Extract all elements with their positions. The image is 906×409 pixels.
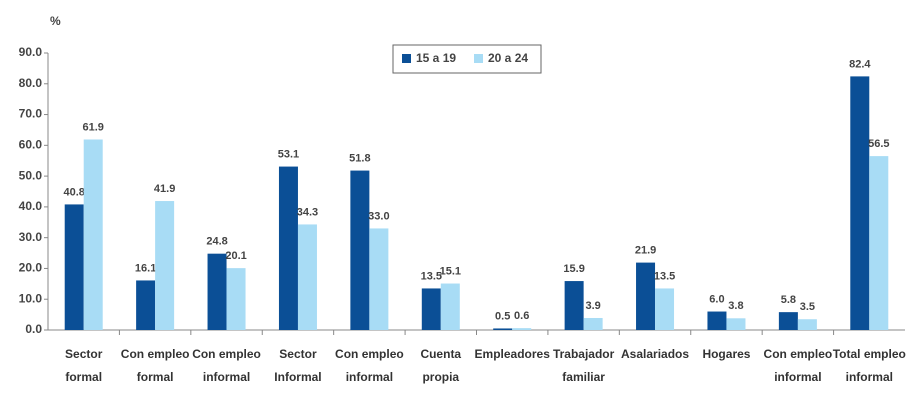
value-label: 53.1 [278,148,299,160]
value-label: 0.6 [514,310,529,322]
x-tick-label: Con empleo informal [192,347,261,384]
value-label: 15.9 [563,263,584,275]
y-tick-label: 90.0 [19,45,43,59]
bar [564,281,584,330]
y-tick-label: 80.0 [19,76,43,90]
x-tick-label: Empleadores [474,347,550,361]
x-tick-label: Trabajador familiar [552,347,615,384]
value-label: 34.3 [297,206,318,218]
legend-swatch [402,54,411,63]
value-label: 16.1 [135,262,156,274]
bar [207,253,227,330]
legend-label: 15 a 19 [416,51,456,65]
bar [350,170,370,330]
value-label: 6.0 [709,293,724,305]
legend-box [392,44,542,74]
x-tick-label: Con empleo informal [763,347,833,384]
legend-label: 20 a 24 [488,51,528,65]
value-label: 56.5 [868,138,889,150]
value-label: 33.0 [368,210,389,222]
value-label: 13.5 [654,270,675,282]
value-label: 82.4 [849,58,871,70]
y-tick-label: 0.0 [25,322,42,336]
bar [726,318,746,330]
bar [583,317,603,330]
x-tick-label: Con empleo formal [120,347,190,384]
y-tick-label: 50.0 [19,168,43,182]
bar [64,204,84,330]
value-label: 0.5 [495,310,510,322]
x-tick-label: Sector formal [65,347,103,384]
value-label: 51.8 [349,152,370,164]
value-label: 15.1 [440,265,461,277]
bar [278,166,298,330]
bar [869,156,889,330]
y-tick-label: 70.0 [19,107,43,121]
x-tick-label: Con empleo informal [335,347,404,384]
x-tick-label: Sector Informal [274,347,322,384]
bar [655,288,675,330]
value-label: 61.9 [82,121,103,133]
legend-swatch [474,54,483,63]
x-tick-label: Cuenta propia [420,347,462,384]
y-tick-label: 30.0 [19,230,43,244]
bar [850,76,870,330]
x-tick-label: Asalariados [621,347,690,361]
value-label: 20.1 [225,250,246,262]
bar [707,311,727,330]
y-tick-label: 40.0 [19,199,43,213]
bar [636,262,656,330]
value-label: 41.9 [154,183,175,195]
y-tick-label: 10.0 [19,291,43,305]
value-label: 3.5 [800,301,815,313]
bar [493,328,513,330]
y-tick-label: 20.0 [19,261,43,275]
bar [136,280,156,330]
bar [421,288,441,330]
bar [155,201,175,330]
value-label: 3.8 [728,300,743,312]
bar [226,268,246,330]
x-tick-label: Total empleo informal [832,347,906,384]
value-label: 3.9 [585,300,600,312]
y-unit-label: % [50,14,61,28]
value-label: 40.8 [63,186,84,198]
y-tick-label: 60.0 [19,138,43,152]
bar [440,283,460,330]
bar [778,312,798,330]
value-label: 13.5 [421,270,442,282]
value-label: 5.8 [781,294,796,306]
bar [797,319,817,330]
value-label: 21.9 [635,245,656,257]
x-tick-label: Hogares [702,347,751,361]
bar [369,228,389,330]
bar [297,224,317,330]
value-label: 24.8 [206,236,227,248]
bar [512,328,532,330]
bar [83,139,103,330]
